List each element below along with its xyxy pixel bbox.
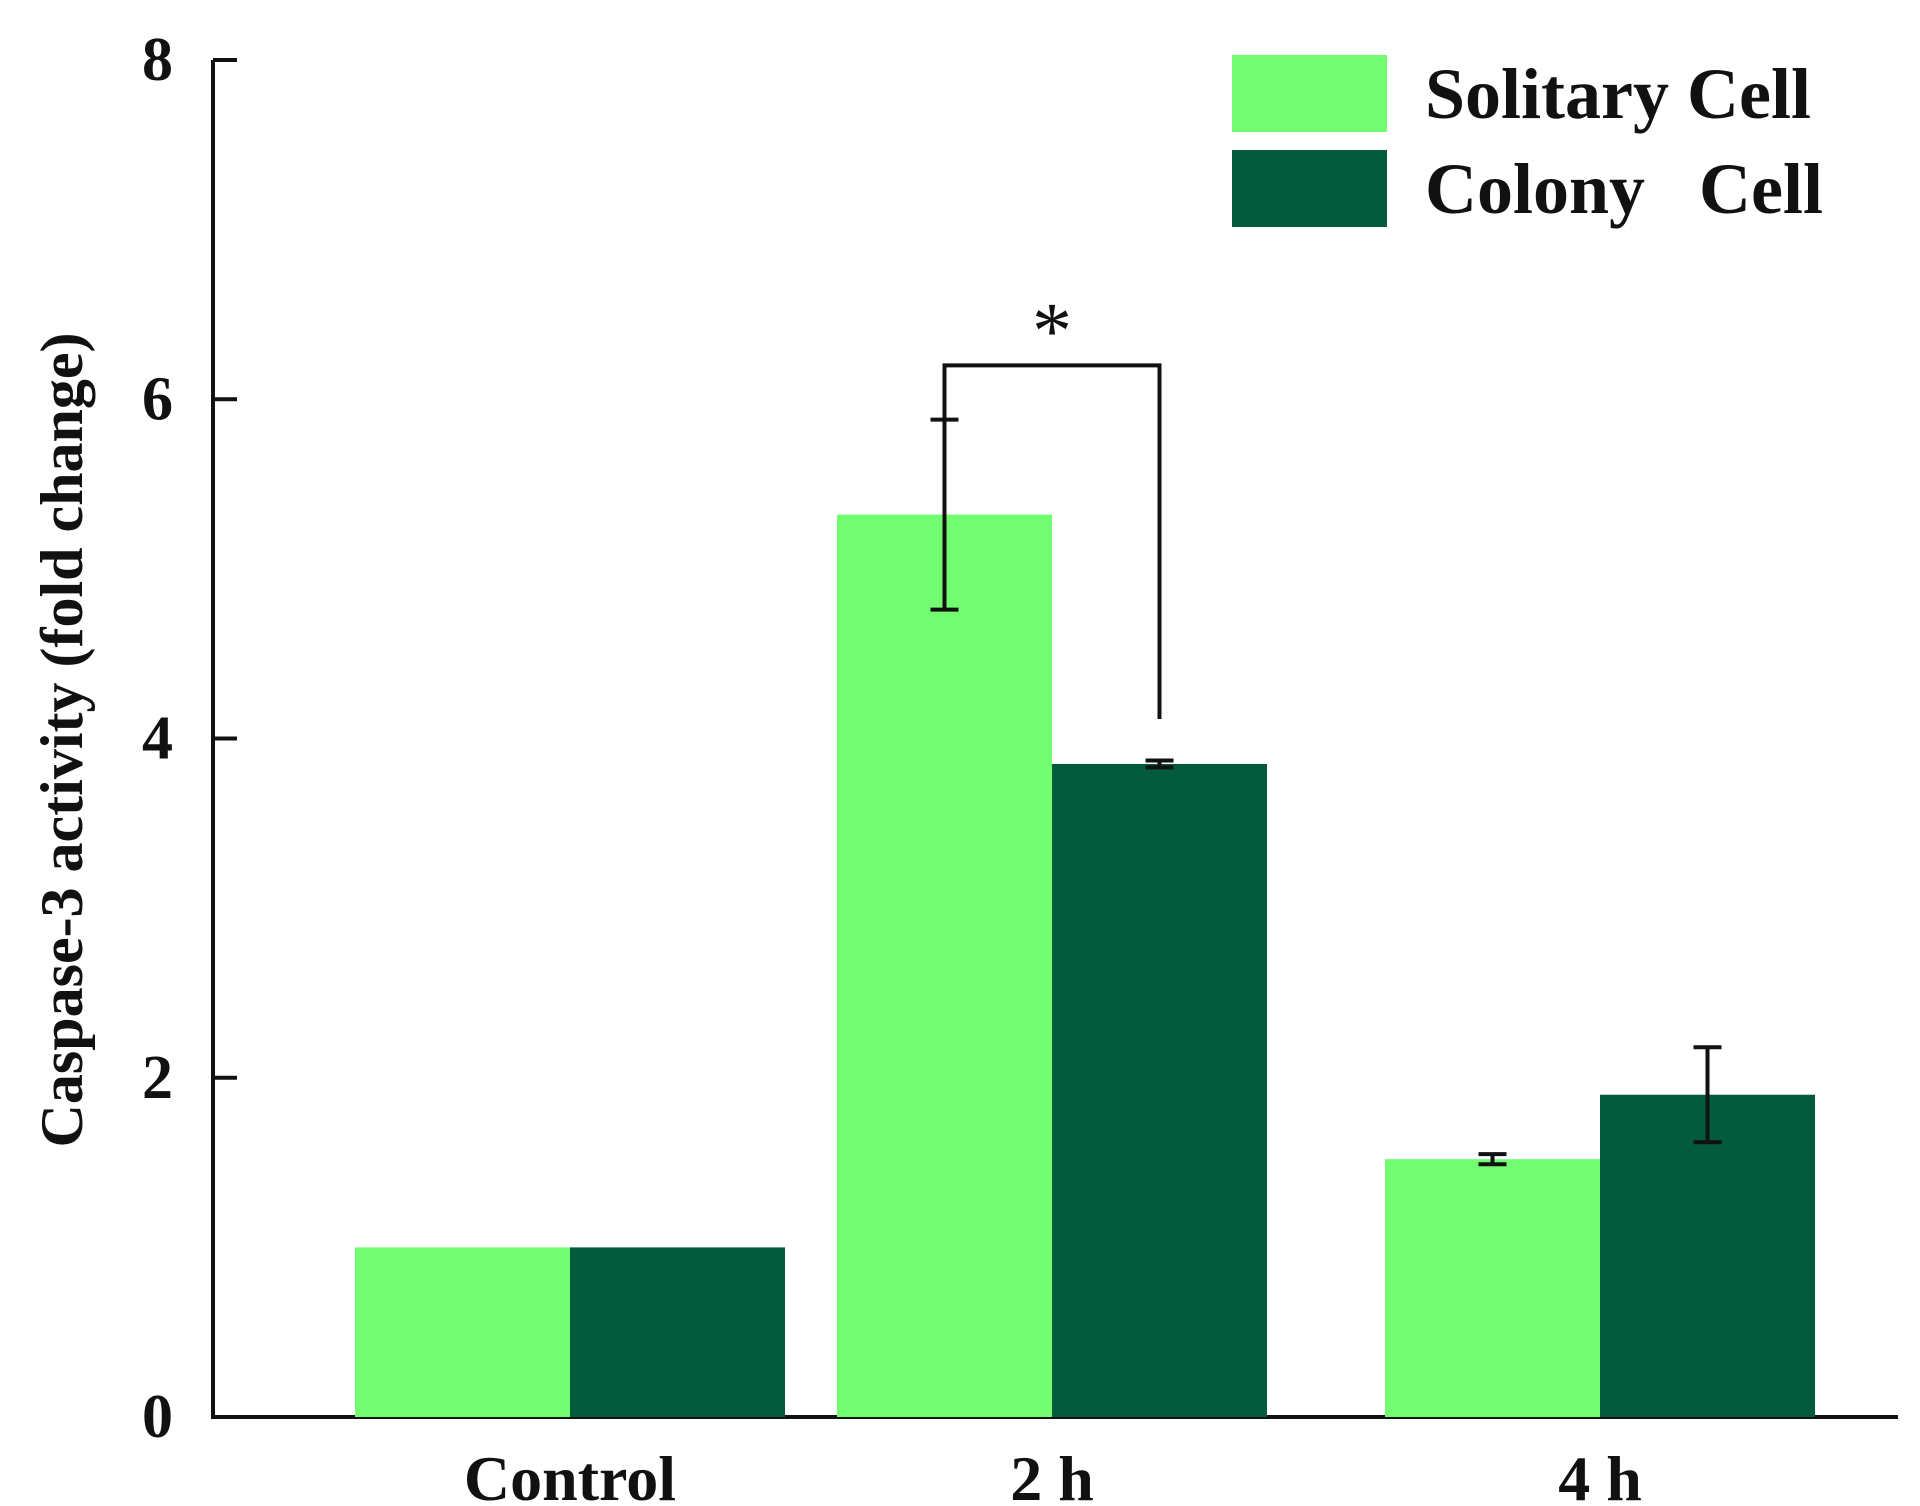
significance-bracket [942,363,1162,719]
legend-swatch [1232,150,1387,227]
y-tick-label: 6 [142,365,173,433]
error-bars [930,417,1722,1167]
x-tick-label: 4 h [1558,1443,1642,1506]
bar [1052,763,1267,1417]
y-tick-label: 4 [142,705,173,773]
y-axis-title: Caspase-3 activity (fold change) [29,333,95,1148]
y-tick-label: 0 [142,1383,173,1451]
bar [1385,1159,1600,1417]
bar [1600,1094,1815,1417]
bar [570,1247,785,1417]
bar [837,514,1052,1417]
x-tick-label: Control [464,1443,676,1506]
significance-star: * [1032,287,1072,375]
annotations: * [942,287,1162,719]
legend: Solitary Cell Colony Cell [1232,54,1823,229]
legend-label: Colony Cell [1425,149,1823,229]
bars [355,514,1815,1417]
y-tick-label: 8 [142,26,173,94]
legend-swatch [1232,55,1387,132]
y-ticks: 0 2 4 6 8 [142,26,237,1451]
bar [355,1247,570,1417]
legend-label: Solitary Cell [1425,54,1811,134]
x-tick-label: 2 h [1010,1443,1094,1506]
y-tick-label: 2 [142,1044,173,1112]
category-labels: Control 2 h 4 h [464,1443,1642,1506]
